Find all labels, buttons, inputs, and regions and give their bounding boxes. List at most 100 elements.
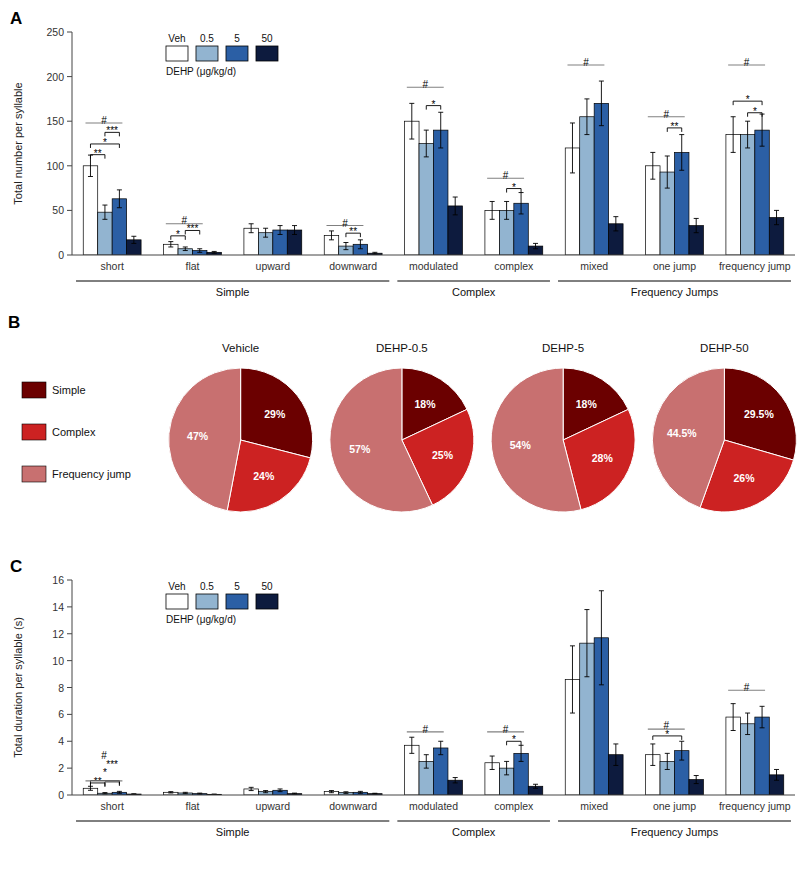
sig-text: *** — [106, 759, 118, 770]
annotations: ******##*#*## — [85, 682, 765, 787]
error-bar — [329, 791, 334, 793]
error-bar — [372, 793, 377, 795]
sig-text: # — [181, 215, 187, 226]
legend-swatch — [226, 46, 248, 61]
data-label: 25% — [432, 449, 454, 461]
legend-title: DEHP (μg/kg/d) — [166, 614, 236, 625]
group-underline — [76, 821, 389, 822]
error-bar — [249, 787, 254, 790]
pie-title: Vehicle — [222, 342, 259, 354]
y-tick-label: 0 — [58, 789, 64, 801]
sig-text: # — [583, 57, 589, 68]
legend: Veh0.5550DEHP (μg/kg/d) — [166, 33, 278, 77]
error-bar — [409, 103, 414, 139]
error-bar — [292, 793, 297, 794]
sig-text: # — [744, 682, 750, 693]
error-bar — [212, 251, 217, 253]
legend-label: Simple — [52, 384, 86, 396]
error-bar — [665, 753, 670, 769]
legend-label: 50 — [261, 581, 273, 592]
error-bar — [183, 247, 188, 251]
x-tick-label: flat — [185, 260, 199, 272]
error-bar — [533, 243, 538, 248]
error-bar — [584, 610, 589, 677]
error-bar — [197, 249, 202, 253]
y-tick-label: 100 — [46, 160, 64, 172]
legend-label: Complex — [52, 426, 96, 438]
legend-swatch — [166, 594, 188, 609]
sig-text: # — [503, 724, 509, 735]
error-bar — [599, 591, 604, 685]
pie-slice — [652, 368, 724, 508]
y-tick-label: 8 — [58, 682, 64, 694]
error-bar — [372, 252, 377, 254]
y-tick — [67, 714, 72, 715]
error-bar — [197, 793, 202, 794]
error-bar — [168, 242, 173, 247]
y-tick — [67, 768, 72, 769]
error-bar — [453, 778, 458, 783]
error-bar — [613, 217, 618, 231]
data-label: 24% — [253, 470, 275, 482]
sig-text: # — [422, 79, 428, 90]
y-tick — [67, 660, 72, 661]
data-label: 54% — [510, 439, 532, 451]
pie-title: DEHP-50 — [700, 342, 749, 354]
error-bar — [292, 226, 297, 235]
error-bar — [409, 737, 414, 753]
error-bar — [263, 228, 268, 237]
x-tick-label: frequency jump — [719, 260, 791, 272]
bar — [419, 144, 433, 256]
x-tick-label: frequency jump — [719, 800, 791, 812]
sig-text: ** — [349, 226, 357, 237]
error-bar — [168, 792, 173, 793]
bars — [83, 591, 784, 795]
sig-text: # — [503, 170, 509, 181]
y-tick-label: 0 — [58, 249, 64, 261]
y-tick-label: 50 — [52, 204, 64, 216]
data-label: 18% — [415, 398, 437, 410]
x-tick-label: modulated — [409, 260, 458, 272]
pie-slice — [330, 368, 433, 512]
bar — [755, 130, 769, 255]
group-label: Complex — [452, 826, 496, 838]
error-bar — [774, 769, 779, 780]
bar-chart: ATotal number per syllable05010015020025… — [10, 9, 795, 298]
error-bar — [424, 755, 429, 768]
annotations: ******#****#**#*#*##**#**# — [85, 57, 765, 240]
pie: 29% 24% 47% — [169, 368, 313, 512]
x-tick-label: upward — [256, 260, 291, 272]
error-bar — [424, 130, 429, 157]
bar-chart: CTotal duration per syllable (s)02468101… — [10, 557, 795, 838]
x-tick-label: upward — [256, 800, 291, 812]
legend-swatch — [256, 46, 278, 61]
legend-swatch — [226, 594, 248, 609]
group-label: Complex — [452, 286, 496, 298]
legend-label: 0.5 — [200, 33, 214, 44]
legend: Veh0.5550DEHP (μg/kg/d) — [166, 581, 278, 625]
error-bar — [774, 210, 779, 224]
sig-text: ** — [671, 121, 679, 132]
y-tick — [67, 795, 72, 796]
y-tick — [67, 210, 72, 211]
group-underline — [397, 281, 550, 282]
panel-label: B — [8, 313, 20, 332]
y-tick — [67, 633, 72, 634]
sig-text: * — [103, 137, 107, 148]
x-axis-line — [72, 795, 795, 796]
pie-chart: BSimpleComplexFrequency jumpVehicle29%24… — [8, 313, 796, 512]
error-bar — [453, 197, 458, 215]
error-bar — [679, 135, 684, 171]
x-tick-label: short — [100, 260, 123, 272]
legend-label: 50 — [261, 33, 273, 44]
data-label: 47% — [187, 430, 209, 442]
x-tick-label: downward — [329, 260, 377, 272]
data-label: 57% — [349, 443, 371, 455]
legend-label: 0.5 — [200, 581, 214, 592]
y-tick — [67, 606, 72, 607]
data-label: 29% — [264, 408, 286, 420]
bar — [755, 717, 769, 795]
legend-swatch — [22, 382, 46, 398]
error-bar — [278, 226, 283, 235]
bar — [580, 117, 594, 255]
